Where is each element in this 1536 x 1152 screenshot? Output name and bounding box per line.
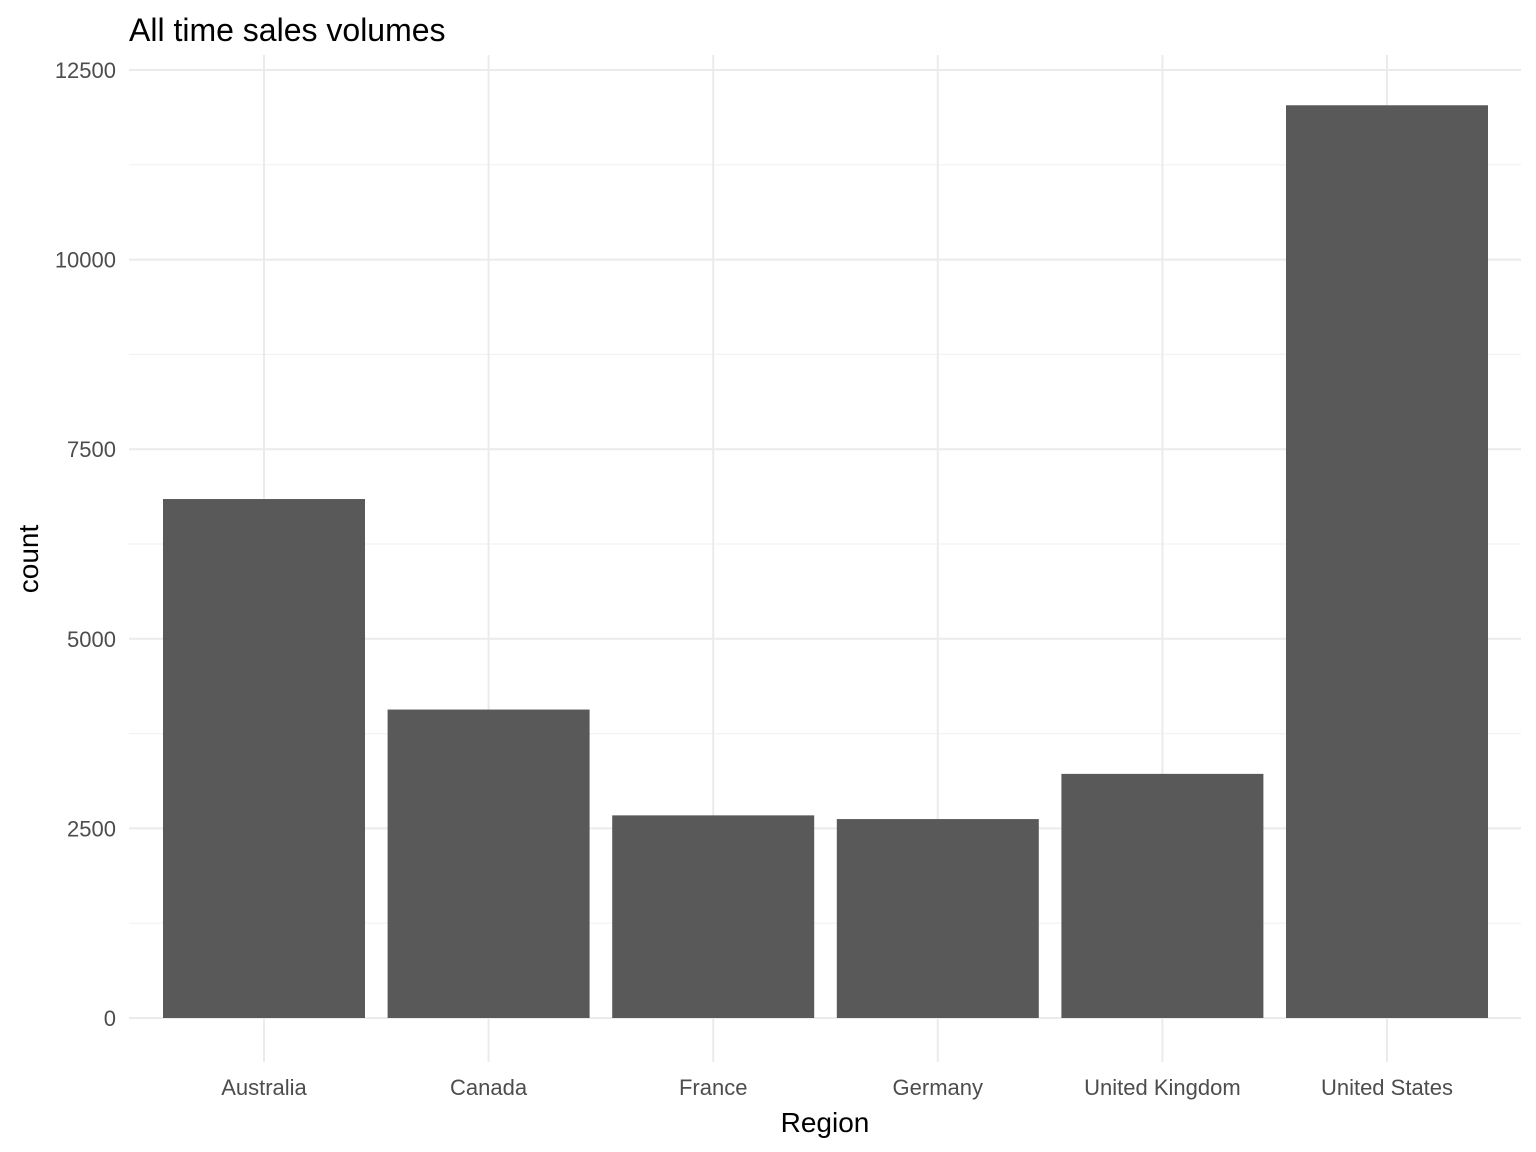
bar-united-states bbox=[1286, 105, 1488, 1018]
y-tick-label: 5000 bbox=[67, 627, 116, 652]
x-tick-label: United Kingdom bbox=[1084, 1075, 1241, 1100]
y-tick-label: 7500 bbox=[67, 437, 116, 462]
x-tick-label: Australia bbox=[221, 1075, 307, 1100]
y-tick-label: 2500 bbox=[67, 816, 116, 841]
chart-title: All time sales volumes bbox=[129, 12, 446, 48]
x-tick-label: United States bbox=[1321, 1075, 1453, 1100]
y-tick-label: 10000 bbox=[55, 248, 116, 273]
x-tick-label: France bbox=[679, 1075, 747, 1100]
bars-group bbox=[163, 105, 1488, 1019]
x-tick-labels: Australia Canada France Germany United Kingd… bbox=[221, 1075, 1453, 1100]
bar-australia bbox=[163, 499, 365, 1019]
bar-canada bbox=[387, 709, 590, 1018]
x-axis-title: Region bbox=[781, 1107, 870, 1138]
bar-france bbox=[612, 815, 815, 1018]
x-tick-label: Canada bbox=[450, 1075, 528, 1100]
x-tick-label: Germany bbox=[893, 1075, 983, 1100]
y-tick-labels: 0 2500 5000 7500 10000 12500 bbox=[55, 58, 116, 1031]
y-tick-label: 0 bbox=[104, 1006, 116, 1031]
y-tick-label: 12500 bbox=[55, 58, 116, 83]
bar-germany bbox=[836, 819, 1039, 1018]
y-axis-title: count bbox=[13, 525, 44, 594]
bar-united-kingdom bbox=[1061, 773, 1264, 1018]
